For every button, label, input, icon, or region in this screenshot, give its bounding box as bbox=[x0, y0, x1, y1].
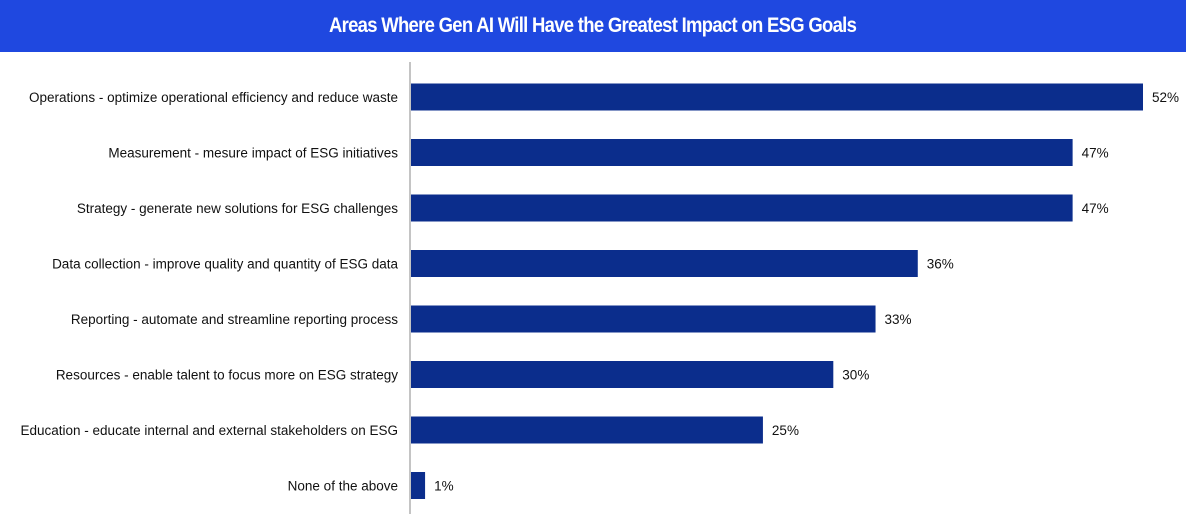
bars-layer: Operations - optimize operational effici… bbox=[21, 83, 1179, 499]
category-label: Reporting - automate and streamline repo… bbox=[71, 312, 398, 327]
title-banner: Areas Where Gen AI Will Have the Greates… bbox=[0, 0, 1186, 52]
category-label: Strategy - generate new solutions for ES… bbox=[77, 201, 398, 216]
data-label: 1% bbox=[434, 479, 454, 494]
data-label: 47% bbox=[1082, 201, 1109, 216]
category-label: None of the above bbox=[288, 479, 398, 494]
bar bbox=[411, 139, 1073, 166]
bar bbox=[411, 250, 918, 277]
data-label: 36% bbox=[927, 257, 954, 272]
data-label: 52% bbox=[1152, 90, 1179, 105]
bar bbox=[411, 472, 426, 499]
data-label: 25% bbox=[772, 423, 799, 438]
category-label: Operations - optimize operational effici… bbox=[29, 90, 398, 105]
data-label: 30% bbox=[842, 368, 869, 383]
bar bbox=[411, 194, 1073, 222]
category-label: Education - educate internal and externa… bbox=[21, 423, 399, 438]
category-label: Data collection - improve quality and qu… bbox=[52, 257, 398, 272]
chart-title: Areas Where Gen AI Will Have the Greates… bbox=[329, 14, 857, 37]
category-label: Resources - enable talent to focus more … bbox=[56, 368, 398, 383]
bar bbox=[411, 83, 1143, 111]
data-label: 33% bbox=[885, 312, 912, 327]
bar bbox=[411, 305, 876, 333]
data-label: 47% bbox=[1082, 146, 1109, 161]
bar-chart: Operations - optimize operational effici… bbox=[21, 62, 1179, 514]
bar bbox=[411, 361, 834, 388]
category-label: Measurement - mesure impact of ESG initi… bbox=[108, 146, 398, 161]
bar bbox=[411, 416, 763, 444]
